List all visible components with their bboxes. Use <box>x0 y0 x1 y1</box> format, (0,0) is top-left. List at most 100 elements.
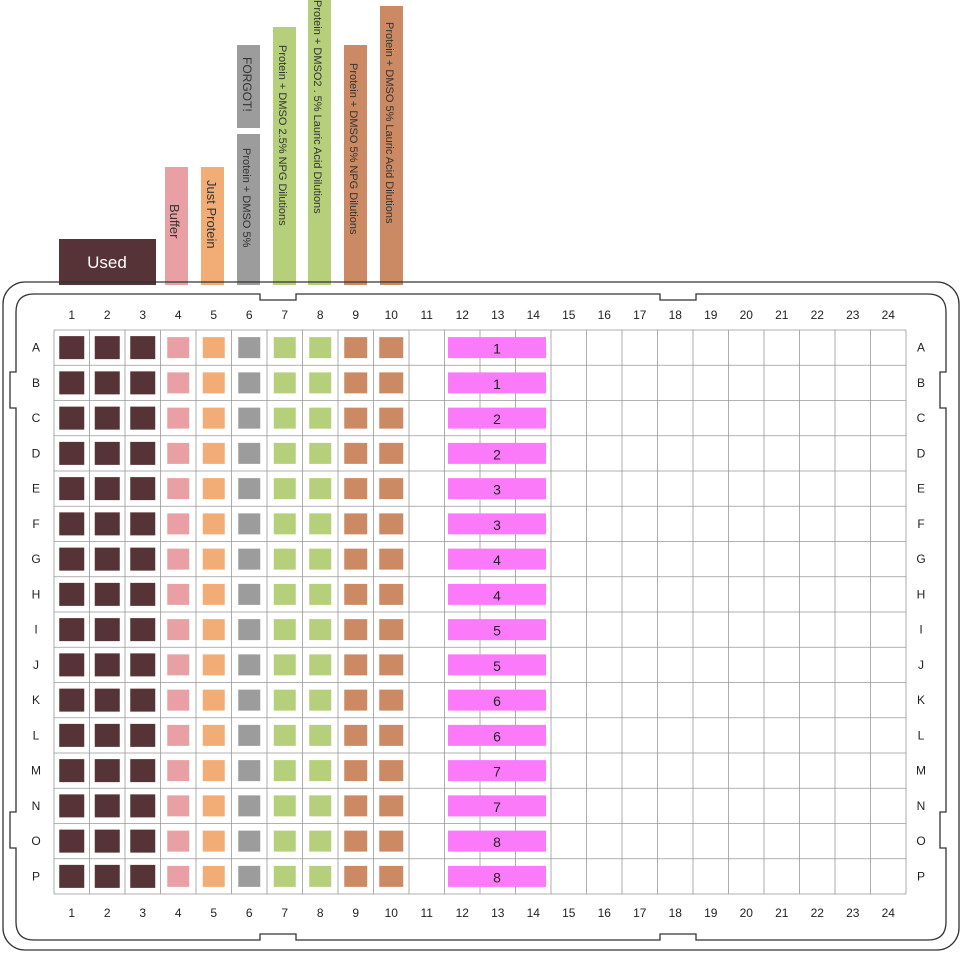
dilution-bar <box>448 442 546 464</box>
well-used <box>94 547 120 571</box>
used-label: Used <box>87 253 127 272</box>
well-npg <box>273 795 296 817</box>
well-buffer <box>167 337 190 359</box>
well-dmso5 <box>238 548 261 570</box>
plate-outline <box>2 281 960 951</box>
well-used <box>130 829 156 853</box>
wells: 1 1 2 2 3 3 4 4 5 5 6 6 7 7 8 8 <box>59 336 546 888</box>
well-npg <box>273 478 296 500</box>
well-npg5 <box>344 583 368 605</box>
dilution-number: 3 <box>493 517 501 533</box>
well-npg5 <box>344 442 368 464</box>
well-buffer <box>167 795 190 817</box>
col-label-top: 19 <box>704 308 718 322</box>
col-label-bottom: 22 <box>811 906 825 920</box>
col-label-bottom: 16 <box>598 906 612 920</box>
just-protein-label: Just Protein <box>204 180 219 249</box>
well-used <box>130 547 156 571</box>
row-label-left: B <box>32 376 40 390</box>
well-buffer <box>167 654 190 676</box>
well-used <box>94 759 120 783</box>
col-label-top: 14 <box>527 308 541 322</box>
col-label-top: 23 <box>846 308 860 322</box>
well-npg5 <box>344 548 368 570</box>
row-label-left: D <box>32 446 41 460</box>
well-used <box>59 512 85 536</box>
row-label-left: H <box>32 587 41 601</box>
well-npg <box>273 619 296 641</box>
col-label-top: 12 <box>456 308 470 322</box>
well-buffer <box>167 689 190 711</box>
well-npg5 <box>344 407 368 429</box>
well-npg5 <box>344 724 368 746</box>
dilution-bar <box>448 654 546 676</box>
npg25-label: Protein + DMSO 2.5% NPG Dilutions <box>276 45 288 226</box>
just-protein-label-box <box>201 167 224 285</box>
col-label-bottom: 15 <box>562 906 576 920</box>
well-used <box>59 477 85 501</box>
well-buffer <box>167 830 190 852</box>
well-npg <box>273 548 296 570</box>
col-label-top: 8 <box>317 308 324 322</box>
row-label-right: J <box>918 658 924 672</box>
well-dmso5 <box>238 830 261 852</box>
col-label-top: 13 <box>491 308 505 322</box>
col-label-bottom: 11 <box>421 906 434 920</box>
dilution-number: 4 <box>493 587 501 603</box>
well-lauric5 <box>379 619 404 641</box>
col-label-top: 15 <box>562 308 576 322</box>
row-label-left: C <box>32 411 41 425</box>
well-npg <box>273 337 296 359</box>
row-label-right: L <box>918 728 925 742</box>
row-label-right: N <box>917 799 926 813</box>
col-label-top: 5 <box>210 308 217 322</box>
col-label-bottom: 2 <box>104 906 111 920</box>
well-used <box>94 653 120 677</box>
well-npg <box>273 830 296 852</box>
well-just_protein <box>202 442 225 464</box>
col-label-top: 17 <box>633 308 647 322</box>
row-label-right: O <box>916 834 925 848</box>
well-dmso5 <box>238 513 261 535</box>
dilution-number: 2 <box>493 446 501 462</box>
well-lauric25 <box>309 442 332 464</box>
well-dmso5 <box>238 795 261 817</box>
well-used <box>130 477 156 501</box>
col-label-bottom: 18 <box>669 906 683 920</box>
row-label-left: J <box>33 658 39 672</box>
row-label-right: C <box>917 411 926 425</box>
col-label-bottom: 6 <box>246 906 253 920</box>
dilution-bar <box>448 548 546 570</box>
row-label-left: P <box>32 869 40 883</box>
col-label-top: 2 <box>104 308 111 322</box>
dilution-bar <box>448 337 546 359</box>
well-npg5 <box>344 689 368 711</box>
well-used <box>130 723 156 747</box>
well-dmso5 <box>238 689 261 711</box>
row-label-right: M <box>916 764 926 778</box>
dilution-bar <box>448 513 546 535</box>
col-label-bottom: 17 <box>633 906 647 920</box>
well-lauric5 <box>379 583 404 605</box>
col-label-top: 18 <box>669 308 683 322</box>
well-used <box>59 864 85 888</box>
well-just_protein <box>202 654 225 676</box>
well-just_protein <box>202 337 225 359</box>
col-label-top: 21 <box>775 308 789 322</box>
dilution-number: 7 <box>493 764 501 780</box>
well-lauric5 <box>379 513 404 535</box>
well-used <box>130 336 156 360</box>
well-lauric5 <box>379 865 404 887</box>
well-used <box>59 582 85 606</box>
well-used <box>130 582 156 606</box>
lauric5-label: Protein + DMSO 5% Lauric Acid Dilutions <box>383 22 395 224</box>
well-just_protein <box>202 619 225 641</box>
well-npg5 <box>344 372 368 394</box>
well-used <box>94 406 120 430</box>
well-lauric5 <box>379 760 404 782</box>
forgot-label: FORGOT! <box>240 57 254 112</box>
dilution-bar <box>448 407 546 429</box>
well-just_protein <box>202 830 225 852</box>
col-label-bottom: 4 <box>175 906 182 920</box>
npg25-label-box <box>273 27 296 285</box>
